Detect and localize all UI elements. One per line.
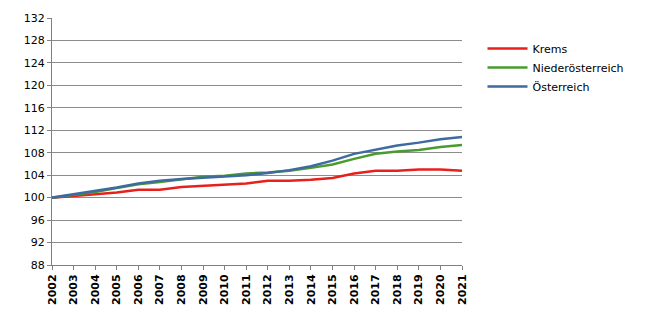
svg-text:120: 120 (24, 79, 45, 92)
svg-text:2015: 2015 (326, 274, 339, 305)
svg-text:2009: 2009 (197, 274, 210, 305)
svg-text:128: 128 (24, 34, 45, 47)
svg-text:100: 100 (24, 191, 45, 204)
svg-text:112: 112 (24, 124, 45, 137)
svg-text:2004: 2004 (89, 274, 102, 305)
svg-text:2012: 2012 (261, 274, 274, 305)
svg-text:2013: 2013 (283, 274, 296, 305)
svg-text:88: 88 (31, 259, 45, 272)
svg-text:104: 104 (24, 169, 45, 182)
svg-text:2017: 2017 (369, 274, 382, 305)
svg-text:2008: 2008 (175, 274, 188, 305)
svg-text:Niederösterreich: Niederösterreich (533, 62, 624, 75)
svg-text:92: 92 (31, 236, 45, 249)
svg-text:132: 132 (24, 12, 45, 25)
svg-text:2003: 2003 (67, 274, 80, 305)
svg-text:2020: 2020 (434, 274, 447, 305)
svg-text:108: 108 (24, 147, 45, 160)
svg-text:2021: 2021 (456, 274, 469, 305)
svg-text:2019: 2019 (412, 274, 425, 305)
svg-text:2014: 2014 (305, 274, 318, 305)
svg-text:2010: 2010 (218, 274, 231, 305)
svg-text:96: 96 (31, 214, 45, 227)
svg-text:2018: 2018 (391, 274, 404, 305)
svg-text:2011: 2011 (240, 274, 253, 305)
svg-text:2005: 2005 (110, 274, 123, 305)
svg-text:2007: 2007 (153, 274, 166, 305)
svg-text:Österreich: Österreich (533, 81, 590, 94)
svg-text:116: 116 (24, 102, 45, 115)
svg-text:2002: 2002 (46, 274, 59, 305)
svg-text:124: 124 (24, 57, 45, 70)
svg-text:2006: 2006 (132, 274, 145, 305)
svg-text:Krems: Krems (533, 43, 568, 56)
svg-text:2016: 2016 (348, 274, 361, 305)
